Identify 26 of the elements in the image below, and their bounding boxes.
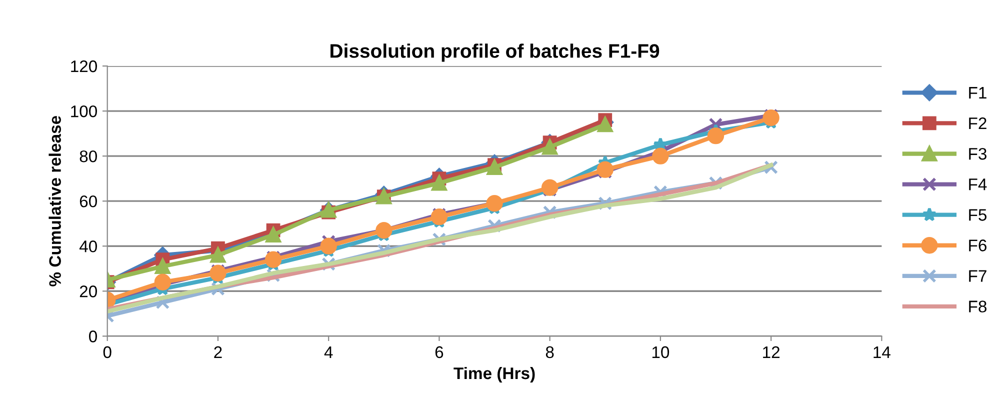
x-tick-label: 14 xyxy=(874,346,890,358)
x-tick-label: 4 xyxy=(324,346,333,358)
x-tick-label: 8 xyxy=(546,346,554,358)
y-tick-label: 20 xyxy=(80,286,97,298)
chart-title: Dissolution profile of batches F1-F9 xyxy=(330,44,660,62)
y-tick-label: 0 xyxy=(89,330,97,342)
legend-label: F8 xyxy=(969,300,986,312)
y-axis-title: % Cumulative release xyxy=(48,116,61,286)
legend-label: F1 xyxy=(969,87,986,99)
x-tick-label: 12 xyxy=(763,346,780,358)
y-tick-label: 60 xyxy=(80,195,97,208)
y-tick-label: 80 xyxy=(80,150,97,162)
x-tick-label: 10 xyxy=(652,346,670,358)
x-tick-label: 0 xyxy=(103,346,112,358)
legend-label: F5 xyxy=(969,209,987,221)
x-tick-label: 2 xyxy=(214,346,222,358)
y-tick-label: 40 xyxy=(79,240,97,252)
x-axis-title: Time (Hrs) xyxy=(454,366,535,382)
legend-label: F6 xyxy=(969,240,986,252)
legend-label: F2 xyxy=(969,117,986,130)
x-tick-label: 6 xyxy=(435,346,444,358)
legend-label: F4 xyxy=(969,178,987,190)
y-tick-label: 120 xyxy=(71,60,97,72)
legend-label: F3 xyxy=(969,148,986,160)
legend-label: F7 xyxy=(969,270,986,282)
y-tick-label: 100 xyxy=(71,105,97,118)
